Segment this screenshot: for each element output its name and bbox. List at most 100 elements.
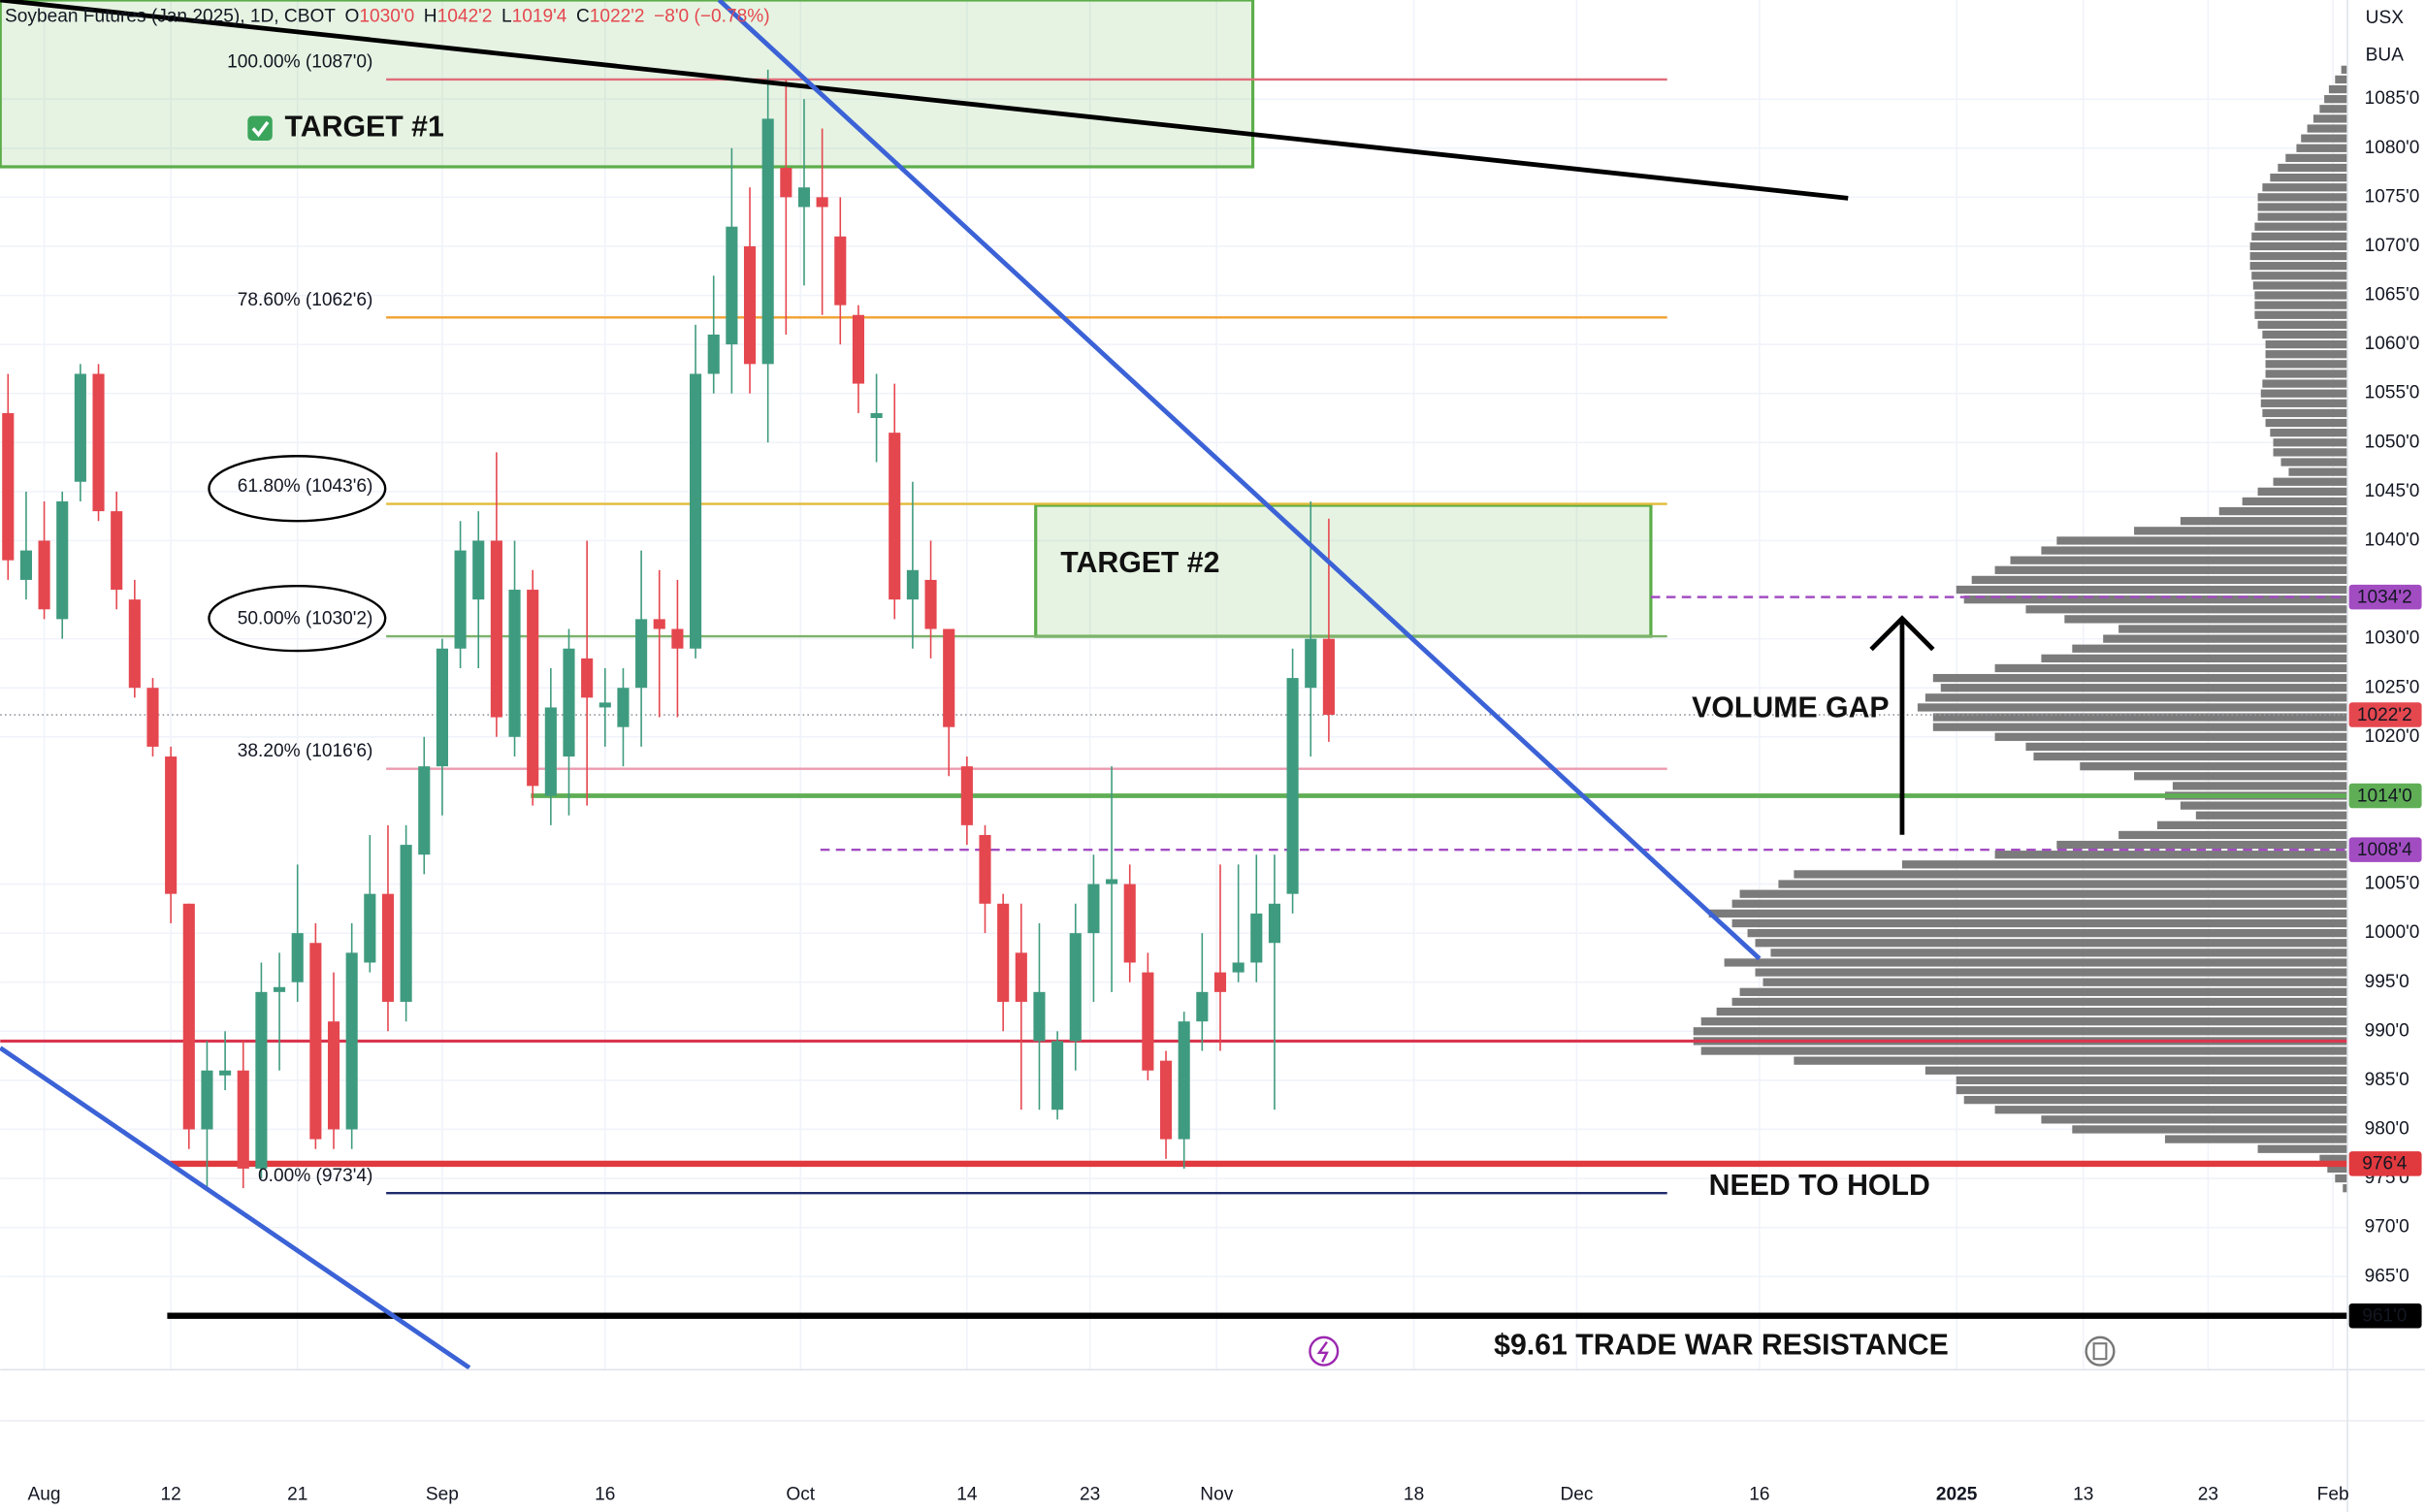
y-tick-label: 1085'0: [2365, 88, 2420, 109]
volume-bar: [1932, 673, 2348, 683]
candle-body: [436, 648, 448, 767]
volume-bar: [2312, 114, 2348, 123]
candle-body: [1123, 884, 1136, 963]
candle-body: [274, 986, 286, 992]
candle-body: [943, 628, 955, 727]
volume-bar: [2118, 830, 2348, 840]
zones: [0, 0, 1653, 638]
check-mark: [251, 120, 270, 138]
candle-body: [707, 334, 720, 374]
volume-bar: [2257, 1144, 2348, 1153]
volume-bar: [1917, 703, 2348, 712]
volume-bar: [2265, 350, 2348, 359]
volume-bar: [2242, 497, 2348, 506]
x-tick-label: 13: [2073, 1485, 2093, 1505]
volume-bar: [2335, 75, 2348, 84]
ohlc-value: 1030'0: [359, 7, 414, 27]
volume-bar: [2273, 477, 2348, 486]
highlight-ellipse: [208, 584, 387, 653]
annotation: NEED TO HOLD: [1709, 1170, 1930, 1202]
candle-body: [1286, 678, 1299, 894]
volume-bar: [1700, 1017, 2348, 1026]
candle-body: [1015, 952, 1027, 1002]
price-tag: [2348, 837, 2422, 862]
x-tick-label: Aug: [28, 1485, 61, 1505]
candle-body: [2, 412, 15, 561]
candle-body: [418, 766, 431, 855]
volume-bar: [2260, 399, 2348, 407]
event-icon[interactable]: [1309, 1335, 1340, 1367]
volume-bar: [1693, 1027, 2348, 1036]
candle-body: [381, 893, 395, 1002]
volume-bar: [2254, 301, 2348, 309]
volume-bar: [2252, 281, 2348, 290]
trendline: [0, 1046, 471, 1370]
candle-body: [852, 314, 864, 384]
volume-bar: [1924, 1066, 2348, 1075]
volume-bar: [2010, 556, 2348, 564]
y-tick-label: 1060'0: [2365, 334, 2420, 354]
volume-bar: [2265, 418, 2348, 428]
volume-bar: [1994, 851, 2348, 859]
volume-bar: [1963, 595, 2348, 604]
candle-body: [671, 628, 684, 649]
volume-bar: [2041, 654, 2348, 663]
volume-bar: [2249, 251, 2348, 261]
volume-bar: [2254, 291, 2348, 300]
y-tick-label: 1000'0: [2365, 922, 2420, 943]
volume-bar: [1956, 1085, 2348, 1095]
candle-body: [743, 245, 757, 365]
volume-bar: [2251, 272, 2348, 280]
volume-bar: [2164, 1135, 2348, 1143]
y-tick-label: 1050'0: [2365, 432, 2420, 452]
candle-body: [1196, 991, 1209, 1022]
candle-body: [111, 511, 123, 591]
volume-bar: [2249, 262, 2348, 271]
fib-label: 61.80% (1043'6): [238, 476, 373, 497]
volume-bar: [1700, 1046, 2348, 1055]
y-tick-label: 980'0: [2365, 1119, 2409, 1140]
change: −8'0 (−0.78%): [654, 7, 769, 27]
volume-bar: [2041, 1115, 2348, 1124]
annotation: VOLUME GAP: [1692, 692, 1889, 724]
volume-bar: [1971, 575, 2348, 585]
volume-bar: [2180, 517, 2348, 526]
volume-bar: [2319, 1154, 2348, 1163]
y-tick-label: 1040'0: [2365, 530, 2420, 550]
candle-body: [906, 569, 919, 600]
x-tick-label: Oct: [786, 1485, 815, 1505]
x-tick-label: 14: [956, 1485, 978, 1505]
candle-body: [201, 1070, 213, 1130]
target-zone: [0, 0, 1255, 169]
volume-bar: [1778, 880, 2348, 888]
volume-bar: [1724, 958, 2348, 967]
candle-body: [400, 845, 412, 1002]
price-tag-label: 1022'2: [2357, 705, 2412, 725]
volume-bar: [2270, 429, 2348, 437]
volume-bar: [2064, 615, 2348, 624]
volume-bar: [2262, 408, 2348, 418]
volume-bar: [2327, 1164, 2348, 1174]
volume-bar: [2265, 370, 2348, 378]
candle-body: [598, 702, 611, 708]
volume-bar: [1731, 899, 2348, 908]
candle-body: [128, 599, 141, 689]
candle-body: [635, 619, 648, 689]
candle-body: [816, 197, 828, 208]
volume-bar: [1924, 693, 2348, 702]
highlight-ellipse: [208, 455, 387, 523]
volume-bar: [1755, 939, 2348, 948]
event-icon[interactable]: [2085, 1335, 2116, 1367]
candle-body: [997, 903, 1010, 1002]
volume-profile: [1693, 65, 2348, 1193]
y-tick-label: 1045'0: [2365, 481, 2420, 501]
x-tick-label: Feb: [2317, 1485, 2349, 1505]
volume-bar: [2301, 134, 2348, 143]
candle-body: [527, 590, 539, 787]
y-tick-label: 970'0: [2365, 1217, 2409, 1238]
candle-body: [690, 373, 702, 649]
volume-bar: [2278, 163, 2348, 173]
volume-bar: [2072, 1125, 2348, 1134]
volume-bar: [1708, 909, 2348, 918]
symbol: Soybean Futures (Jan 2025), 1D, CBOT: [5, 7, 336, 27]
